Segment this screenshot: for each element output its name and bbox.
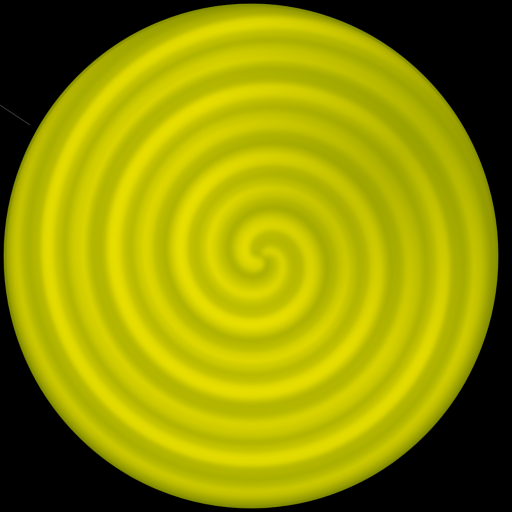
upper-right-shade [4, 4, 498, 508]
disc-rim [3, 3, 499, 509]
stray-line [0, 104, 31, 126]
